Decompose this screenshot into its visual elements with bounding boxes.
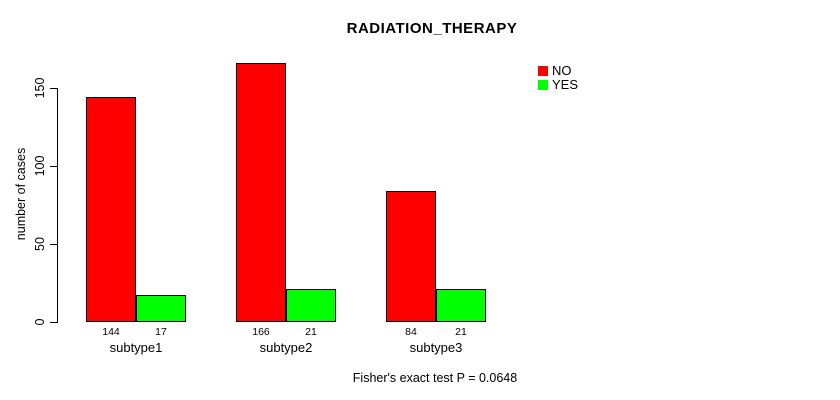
bar-no-subtype1: [86, 97, 136, 322]
bar-no-subtype3: [386, 191, 436, 322]
bar-yes-subtype1: [136, 295, 186, 322]
bar-value-label: 21: [455, 326, 467, 338]
bar-no-subtype2: [236, 63, 286, 322]
bar-value-label: 17: [155, 326, 167, 338]
legend-label: NO: [552, 63, 572, 78]
bar-value-label: 21: [305, 326, 317, 338]
legend-row-no: NO: [538, 64, 578, 78]
x-category-label: subtype1: [109, 340, 163, 355]
y-tick-label: 50: [33, 237, 47, 251]
legend-swatch-no: [538, 66, 548, 76]
bar-value-label: 84: [405, 326, 417, 338]
legend-row-yes: YES: [538, 78, 578, 92]
legend-label: YES: [552, 77, 579, 92]
legend: NO YES: [538, 64, 578, 92]
x-category-label: subtype2: [259, 340, 313, 355]
bar-yes-subtype3: [436, 289, 486, 322]
bar-value-label: 166: [252, 326, 270, 338]
chart-title: RADIATION_THERAPY: [346, 20, 518, 37]
y-axis-label: number of cases: [14, 147, 28, 241]
y-tick-label: 100: [33, 155, 47, 177]
footnote: Fisher's exact test P = 0.0648: [352, 371, 518, 385]
x-category-label: subtype3: [409, 340, 463, 355]
y-tick-mark: [50, 88, 58, 89]
y-tick-mark: [50, 322, 58, 323]
legend-swatch-yes: [538, 80, 548, 90]
y-axis-line: [57, 88, 58, 323]
y-tick-label: 0: [33, 318, 47, 326]
y-tick-mark: [50, 166, 58, 167]
bar-yes-subtype2: [286, 289, 336, 322]
y-tick-label: 150: [33, 77, 47, 99]
y-tick-mark: [50, 244, 58, 245]
bar-value-label: 144: [102, 326, 120, 338]
